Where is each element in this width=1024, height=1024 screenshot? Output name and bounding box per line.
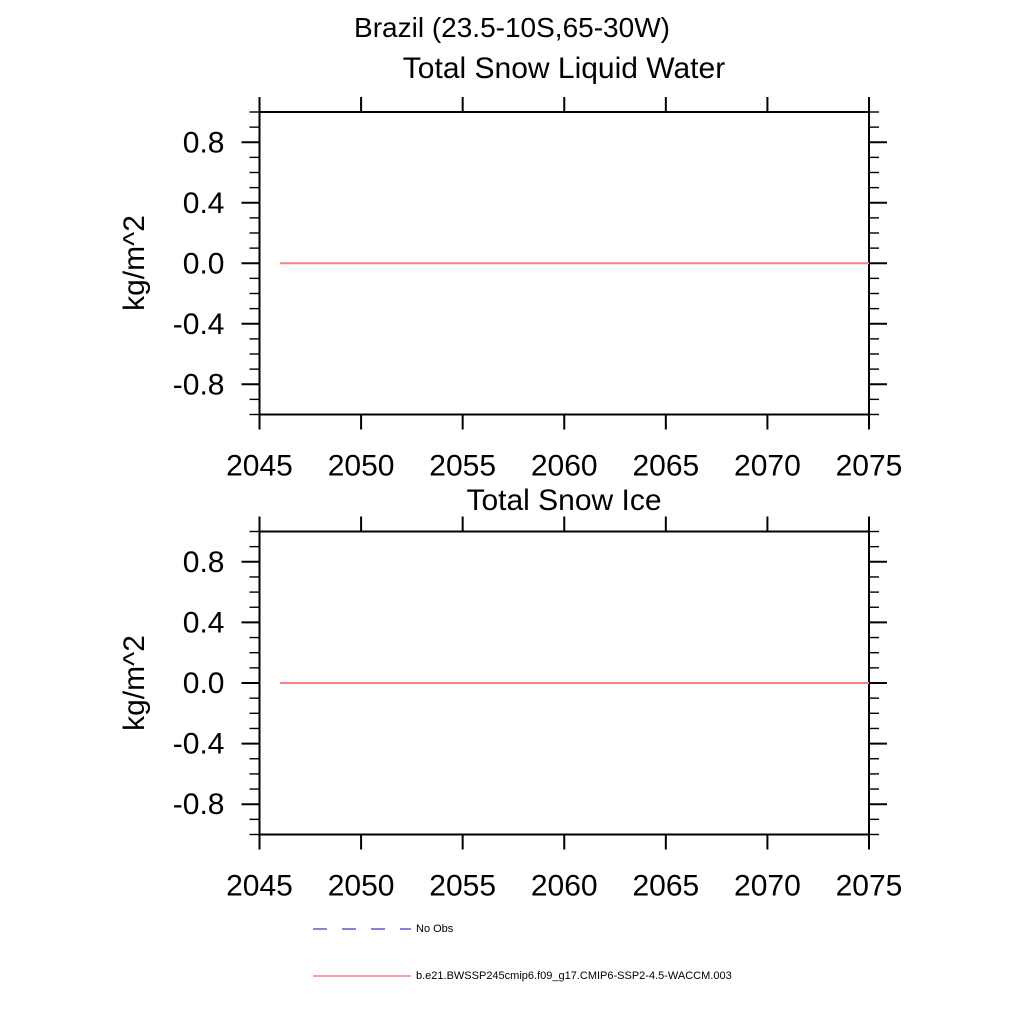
legend-item-series: b.e21.BWSSP245cmip6.f09_g17.CMIP6-SSP2-4…: [312, 970, 732, 982]
legend-label-series: b.e21.BWSSP245cmip6.f09_g17.CMIP6-SSP2-4…: [416, 970, 732, 982]
figure-main-title: Brazil (23.5-10S,65-30W): [354, 12, 670, 43]
chart1-title: Total Snow Liquid Water: [402, 52, 726, 85]
legend-label-no-obs: No Obs: [416, 923, 454, 935]
chart2-title: Total Snow Ice: [466, 484, 662, 517]
no-obs-dashed-line-sample: [313, 928, 411, 930]
series-line-sample: [313, 975, 411, 977]
legend-item-no-obs: No Obs: [312, 923, 453, 935]
